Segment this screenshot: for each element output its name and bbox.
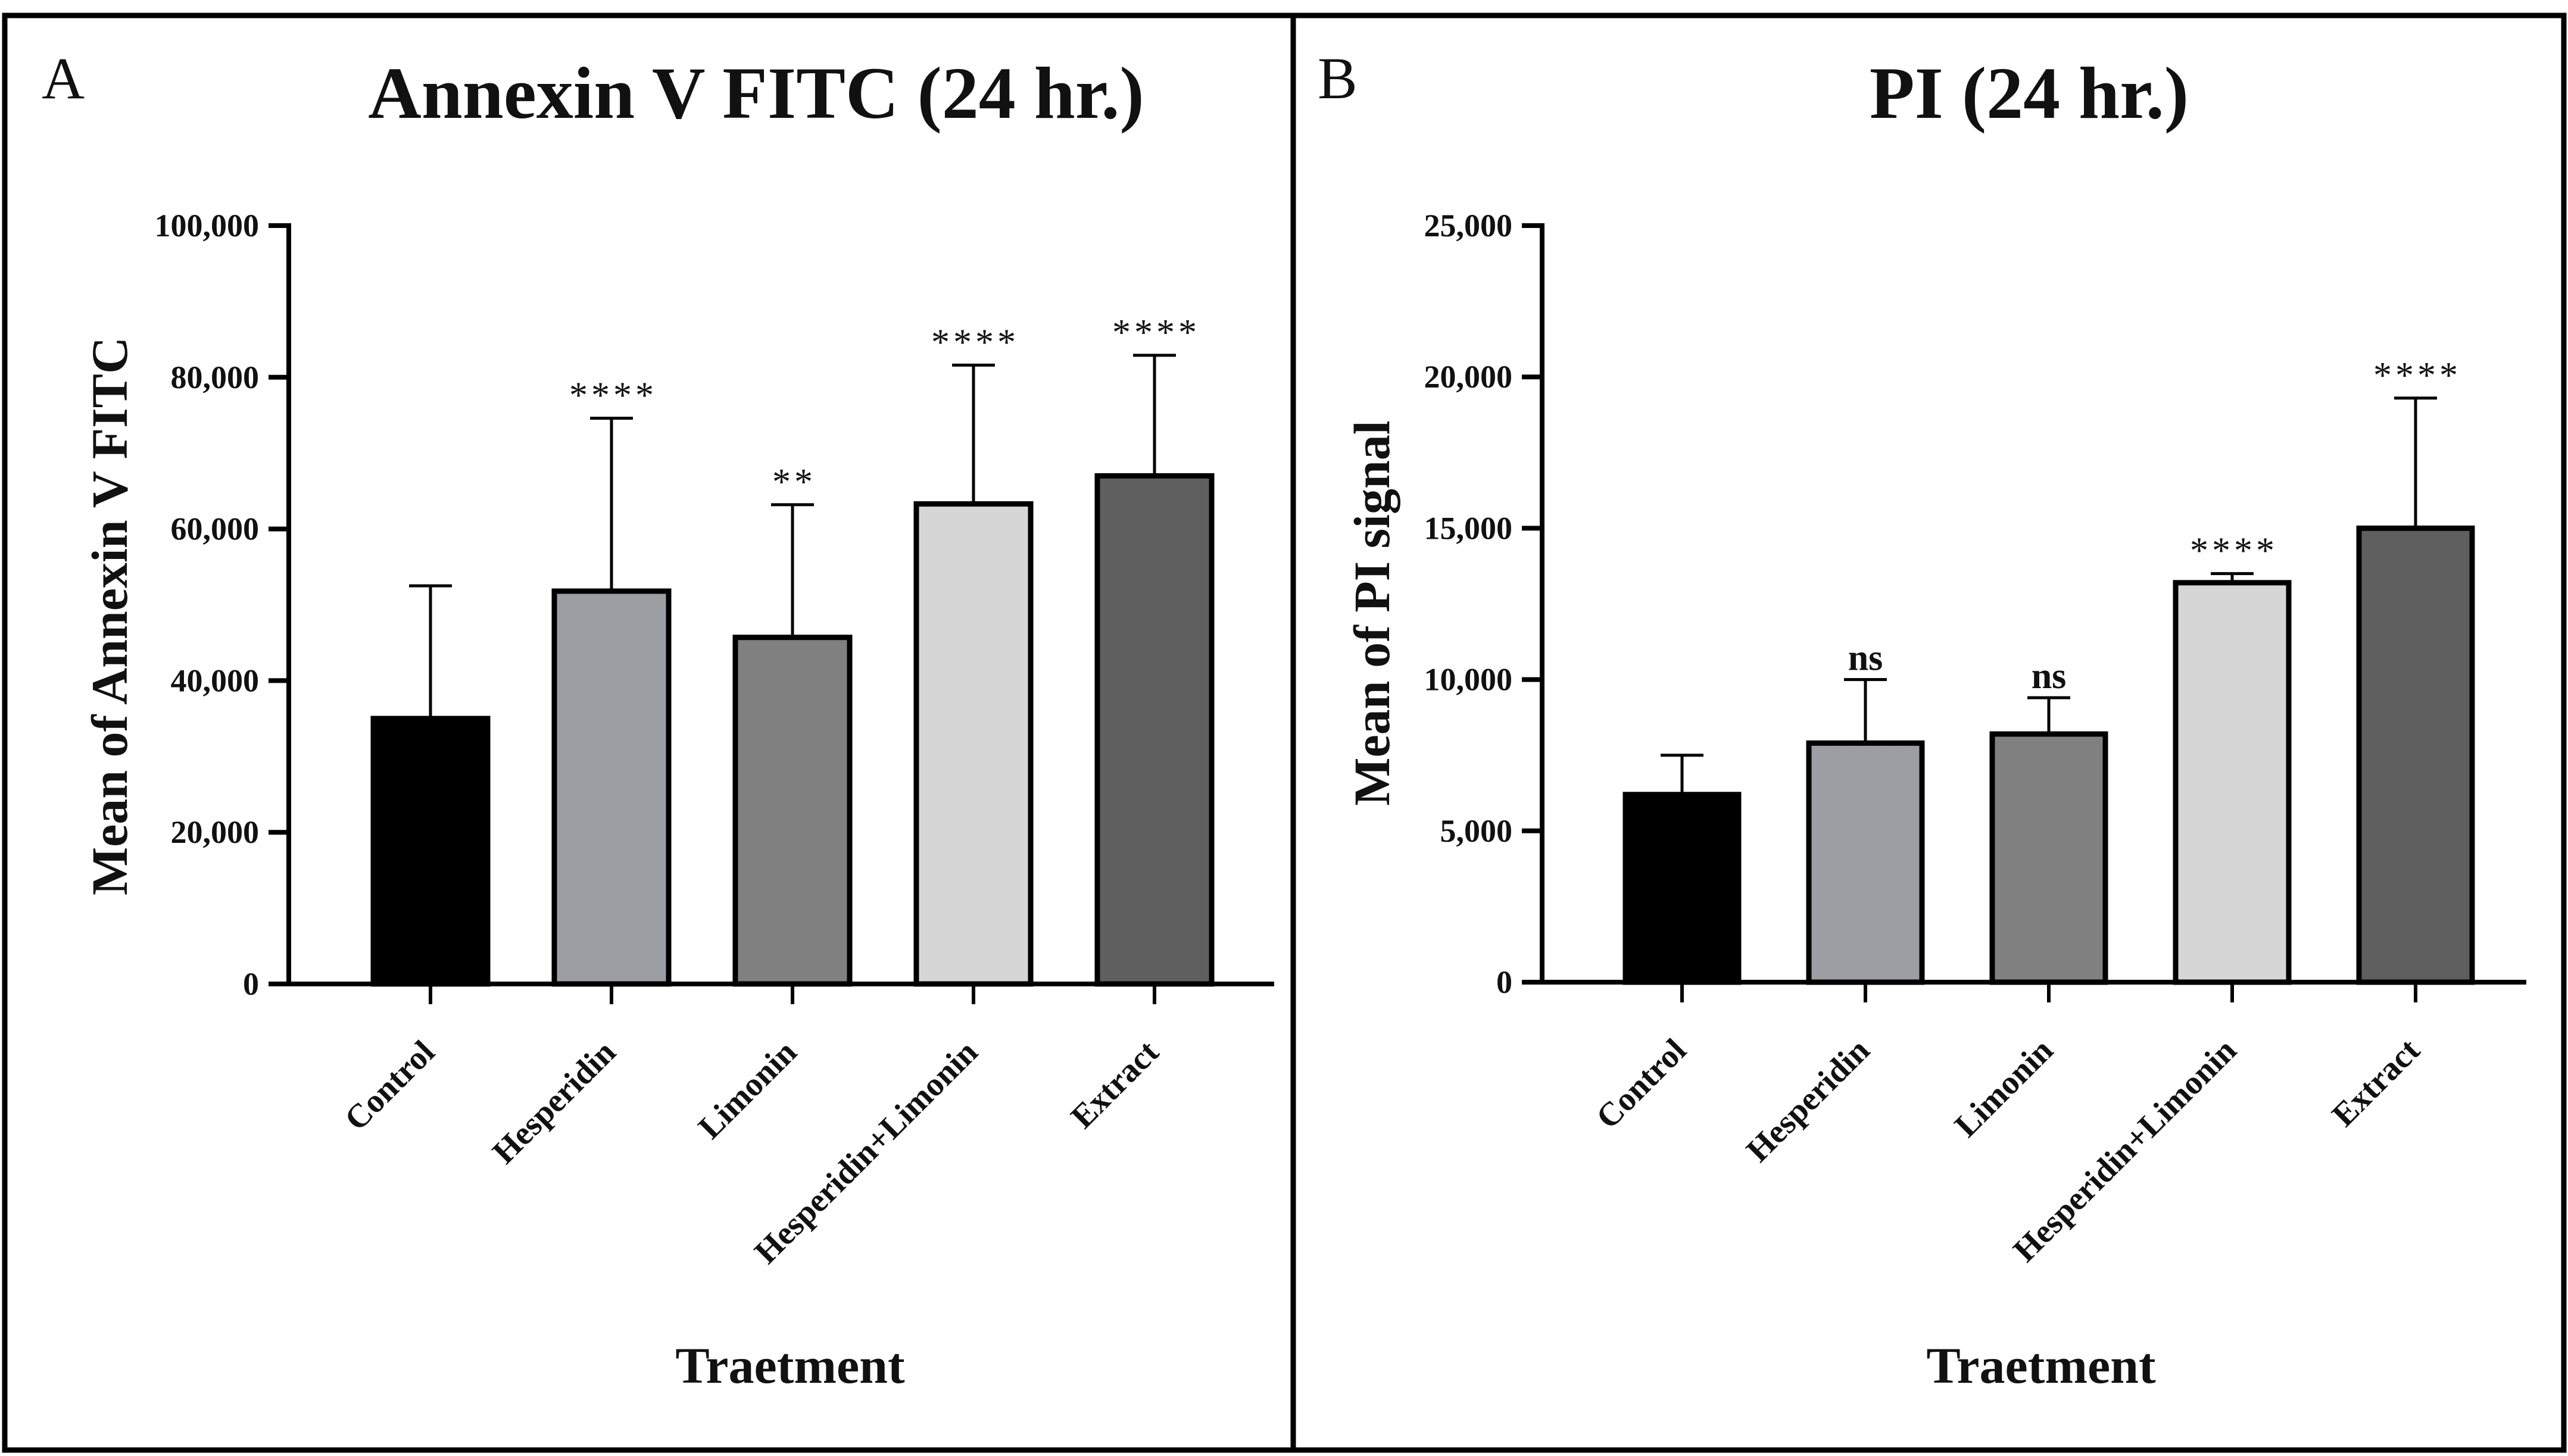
panel-a-title: Annexin V FITC (24 hr.)	[368, 52, 1144, 134]
panel-b-bar	[2173, 580, 2292, 985]
panel-a-bar	[732, 635, 853, 987]
panel-b-y-tick-label: 20,000	[1424, 359, 1513, 395]
panel-a-y-tick-label: 20,000	[171, 814, 260, 850]
panel-b-y-tick-label: 25,000	[1424, 208, 1513, 243]
panel-a-significance-label: ****	[931, 322, 1019, 363]
panel-a-chart: 020,00040,00060,00080,000100,000Control*…	[155, 208, 1274, 1271]
panel-a-y-tick-label: 60,000	[171, 511, 260, 547]
panel-a-significance-label: ****	[1112, 313, 1200, 353]
panel-b-y-axis-title: Mean of PI signal	[1343, 420, 1400, 805]
panel-b-bar	[1806, 740, 1925, 985]
panel-a-y-tick-label: 100,000	[155, 208, 260, 243]
panel-a-bar	[913, 501, 1034, 987]
panel-a-letter: A	[42, 45, 85, 111]
panel-a-y-axis-title: Mean of Annexin V FITC	[81, 337, 138, 895]
panel-b-y-tick-label: 10,000	[1424, 662, 1513, 698]
panel-b-chart: 05,00010,00015,00020,00025,000ControlnsH…	[1424, 208, 2526, 1269]
panel-b-significance-label: ns	[1848, 638, 1883, 679]
panel-b-bar	[1989, 731, 2108, 985]
panel-b-border	[1290, 13, 2567, 1453]
panel-a-significance-label: **	[772, 462, 816, 502]
panel-b-x-axis-title: Traetment	[1926, 1337, 2156, 1394]
panel-a-bar	[551, 588, 672, 987]
panel-a-significance-label: ****	[569, 376, 657, 416]
panel-a-bar	[370, 715, 491, 987]
panel-a-bar	[1094, 473, 1215, 987]
panel-b-significance-label: ****	[2190, 531, 2278, 571]
panel-b-bar	[1622, 792, 1742, 985]
panel-b-significance-label: ****	[2373, 355, 2461, 396]
panel-a-y-tick-label: 80,000	[171, 360, 260, 395]
panel-a-x-axis-title: Traetment	[675, 1337, 905, 1394]
panel-b-y-tick-label: 15,000	[1424, 510, 1513, 546]
panel-b-title: PI (24 hr.)	[1870, 52, 2189, 134]
panel-b-significance-label: ns	[2032, 656, 2067, 696]
panel-b-bar	[2356, 525, 2475, 985]
panel-a-y-tick-label: 0	[243, 966, 259, 1002]
panel-b-y-tick-label: 0	[1496, 964, 1512, 1000]
panel-b-y-tick-label: 5,000	[1440, 813, 1513, 849]
panel-b-letter: B	[1318, 45, 1358, 111]
panel-a-y-tick-label: 40,000	[171, 663, 260, 698]
